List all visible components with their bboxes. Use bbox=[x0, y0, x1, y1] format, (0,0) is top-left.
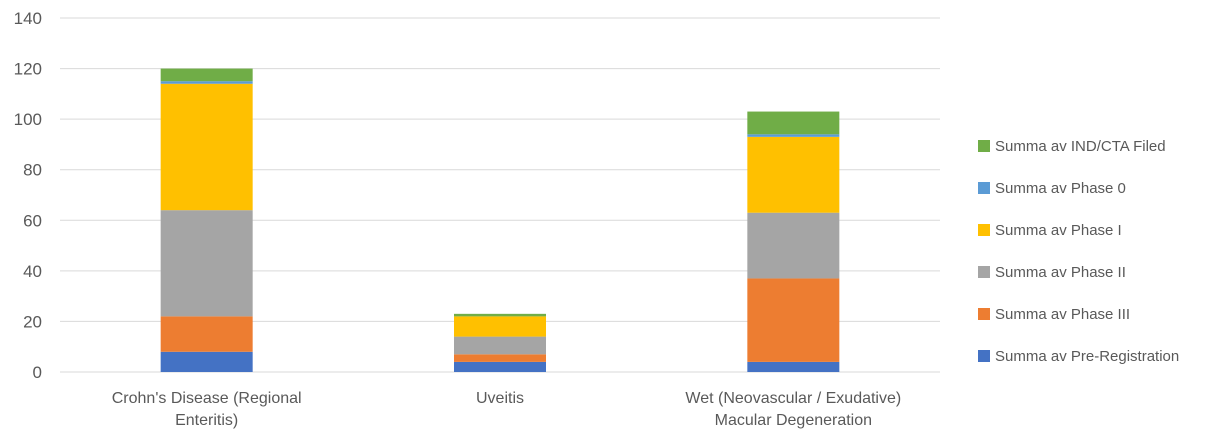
y-tick-label: 80 bbox=[23, 161, 42, 180]
bar-segment-2-2 bbox=[747, 212, 840, 279]
legend-swatch bbox=[978, 140, 990, 152]
y-tick-label: 40 bbox=[23, 262, 42, 281]
legend-swatch bbox=[978, 224, 990, 236]
x-category-label: Macular Degeneration bbox=[715, 412, 872, 429]
x-axis: Crohn's Disease (Regional Enteritis) Uveit… bbox=[112, 390, 901, 429]
bar-segment-3-1 bbox=[454, 316, 546, 337]
legend-swatch bbox=[978, 308, 990, 320]
legend-label: Summa av Phase II bbox=[995, 264, 1126, 281]
legend-swatch bbox=[978, 182, 990, 194]
legend-swatch bbox=[978, 266, 990, 278]
bar-segment-2-1 bbox=[454, 336, 546, 355]
y-axis: 0 20 40 60 80 100 120 140 bbox=[14, 9, 42, 382]
y-tick-label: 60 bbox=[23, 211, 42, 230]
bar-segment-0-2 bbox=[747, 361, 840, 372]
bar-segment-1-1 bbox=[454, 354, 546, 362]
bar-segment-2-0 bbox=[160, 210, 253, 317]
legend-label: Summa av Phase III bbox=[995, 306, 1130, 323]
legend-label: Summa av Phase 0 bbox=[995, 180, 1126, 197]
x-category-label: Wet (Neovascular / Exudative) bbox=[685, 390, 901, 407]
bar-segment-5-1 bbox=[454, 313, 546, 317]
x-category-label: Uveitis bbox=[476, 390, 524, 407]
legend: Summa av IND/CTA Filed Summa av Phase 0 Su… bbox=[978, 138, 1179, 365]
legend-label: Summa av Pre-Registration bbox=[995, 348, 1179, 365]
x-category-label: Enteritis) bbox=[175, 412, 238, 429]
bar-segment-3-0 bbox=[160, 83, 253, 211]
y-tick-label: 0 bbox=[33, 363, 42, 382]
bar-segment-1-2 bbox=[747, 278, 840, 362]
bar-segment-0-0 bbox=[160, 351, 253, 372]
bar-segment-4-2 bbox=[747, 134, 840, 137]
bar-segment-5-2 bbox=[747, 111, 840, 135]
legend-label: Summa av IND/CTA Filed bbox=[995, 138, 1166, 155]
y-tick-label: 100 bbox=[14, 110, 42, 129]
legend-swatch bbox=[978, 350, 990, 362]
bars bbox=[160, 68, 840, 372]
bar-segment-1-0 bbox=[160, 316, 253, 352]
bar-segment-0-1 bbox=[454, 361, 546, 372]
legend-label: Summa av Phase I bbox=[995, 222, 1122, 239]
y-tick-label: 140 bbox=[14, 9, 42, 28]
bar-segment-3-2 bbox=[747, 136, 840, 213]
bar-segment-4-0 bbox=[160, 81, 253, 84]
y-tick-label: 120 bbox=[14, 60, 42, 79]
y-tick-label: 20 bbox=[23, 312, 42, 331]
x-category-label: Crohn's Disease (Regional bbox=[112, 390, 302, 407]
bar-segment-5-0 bbox=[160, 68, 253, 82]
